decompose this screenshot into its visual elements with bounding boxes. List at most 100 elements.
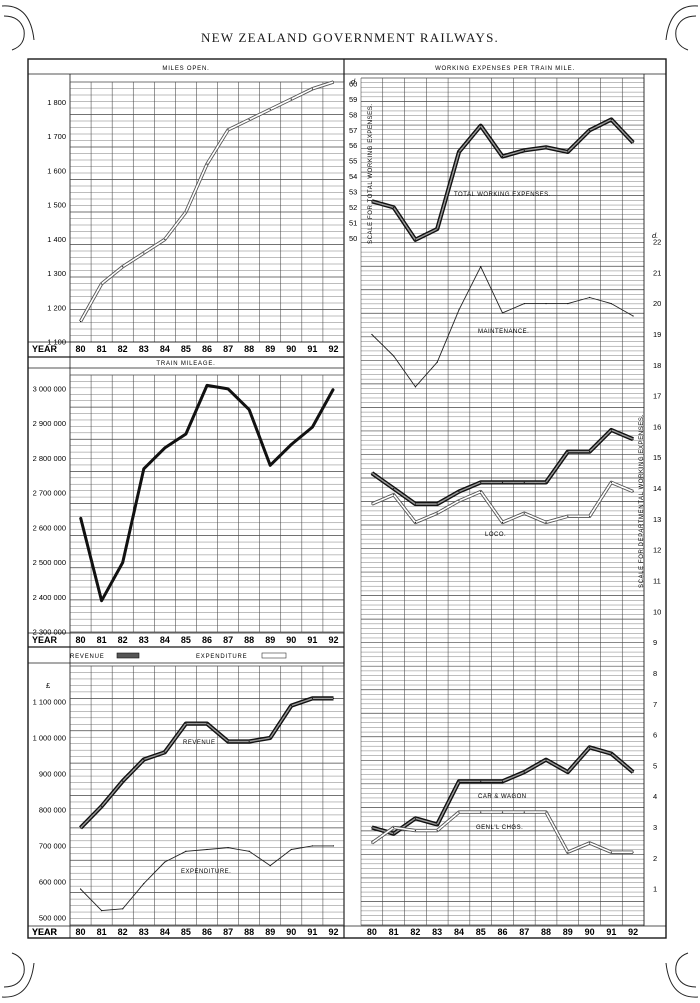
wepm-line-car-wagon-point-86 [501,780,504,782]
wepm-year-83: 83 [432,927,442,937]
wepm-line-maintenance-point-85 [480,266,482,268]
wepm-line-loco-lower-point-84 [458,500,460,502]
wepm-line-loco-point-92 [632,438,634,440]
wepm-line-total-working-expenses-point-80 [371,200,373,202]
wepm-line-genl-l-chgs-point-85 [480,811,482,813]
miles-open-line-point-90 [290,98,292,100]
train-mileage-year-83: 83 [139,635,149,645]
miles-open-year-89: 89 [265,344,275,354]
wepm-line-maintenance-point-90 [588,296,591,299]
train-mileage-tick-2600000: 2 600 000 [33,523,66,532]
wepm-left-tick-54: 54 [349,172,357,181]
train-mileage-year-81: 81 [97,635,107,645]
revenue-line-point-84 [164,751,166,753]
expenditure-line-point-83 [143,883,145,885]
miles-open-line-point-80 [79,320,82,323]
legend-revenue-swatch [116,652,140,659]
total-we-label: TOTAL WORKING EXPENSES. [454,192,551,198]
expenditure-line-point-92 [332,845,335,847]
revenue-year-85: 85 [181,927,191,937]
tick-labels: 1 100 1 200 1 300 1 400 1 500 1 600 1 700 1 800… [32,80,661,938]
wepm-line-total-working-expenses-point-89 [567,151,569,153]
wepm-line-loco-lower-point-86 [501,521,504,524]
train-mileage-line-point-83 [143,468,145,470]
miles-open-tick-1300: 1 300 [47,269,66,278]
revenue-year-89: 89 [265,927,275,937]
wepm-right-tick-20: 20 [653,299,661,308]
train-mileage-line-point-82 [122,561,124,564]
train-mileage-line-point-85 [185,433,187,435]
train-mileage-year-89: 89 [265,635,275,645]
train-mileage-year-90: 90 [286,635,296,645]
wepm-line-maintenance-point-88 [545,303,547,305]
wepm-line-car-wagon-point-88 [545,759,547,761]
wepm-left-tick-53: 53 [349,188,357,197]
train-mileage-line-point-91 [311,426,313,428]
wepm-line-maintenance-point-82 [414,386,417,388]
wepm-year-87: 87 [519,927,529,937]
wepm-line-loco [370,427,634,507]
train-mileage-year-88: 88 [244,635,254,645]
train-mileage-line-point-87 [227,388,229,390]
train-mileage-line-point-81 [101,600,103,602]
wepm-line-genl-l-chgs-point-89 [567,851,569,853]
wepm-line-loco-lower-point-91 [610,481,612,483]
expenditure-line-point-86 [206,848,208,851]
train-mileage-line-point-90 [290,443,292,446]
genl-label: GENL'L CHGS. [476,825,523,831]
wepm-line-loco-point-87 [523,481,525,483]
wepm-line-total-working-expenses-point-81 [393,206,395,209]
wepm-line-genl-l-chgs-point-90 [588,842,591,844]
wepm-right-tick-16: 16 [653,422,661,431]
wepm-line-maintenance-point-83 [436,361,438,363]
wepm-line-genl-l-chgs-point-84 [458,811,460,813]
miles-open-tick-1500: 1 500 [47,201,66,210]
revenue-line-point-82 [122,780,124,782]
wepm-left-tick-59: 59 [349,95,357,104]
wepm-right-tick-22: 22 [653,238,661,247]
miles-open-tick-1800: 1 800 [47,98,66,107]
miles-open-line-point-84 [164,238,166,240]
wepm-title: WORKING EXPENSES PER TRAIN MILE. [435,66,575,72]
wepm-line-car-wagon-point-91 [610,752,612,755]
miles-open-line-point-87 [227,129,229,131]
train-mileage-tick-2400000: 2 400 000 [33,593,66,602]
train-mileage-tick-3000000: 3 000 000 [33,384,66,393]
miles-open-year-84: 84 [160,344,170,354]
wepm-right-tick-8: 8 [653,669,657,678]
unit-right: d. [652,231,658,240]
wepm-line-loco-point-80 [371,472,373,474]
wepm-line-genl-l-chgs-point-87 [523,811,525,813]
page-title: NEW ZEALAND GOVERNMENT RAILWAYS. [201,30,499,45]
miles-open-line-point-82 [122,266,124,268]
revenue-year-88: 88 [244,927,254,937]
wepm-left-tick-51: 51 [349,218,357,227]
revenue-line-point-91 [311,697,313,699]
revenue-line-point-88 [248,740,250,743]
miles-open-year-80: 80 [76,344,86,354]
miles-open-year-91: 91 [307,344,317,354]
wepm-year-81: 81 [389,927,399,937]
expenditure-line-point-80 [79,888,82,890]
wepm-right-tick-7: 7 [653,700,657,709]
wepm-line-maintenance-point-84 [458,309,460,311]
miles-open-line-point-86 [206,163,208,165]
wepm-left-tick-60: 60 [349,80,357,89]
wepm-line-total-working-expenses-point-91 [610,118,612,121]
wepm-right-tick-18: 18 [653,361,661,370]
revenue-tick-1000000: 1 000 000 [33,733,66,742]
train-mileage-line-point-89 [269,464,271,466]
miles-open-tick-1600: 1 600 [47,166,66,175]
train-mileage-year-91: 91 [307,635,317,645]
wepm-line-total-working-expenses-point-82 [414,239,417,241]
train-mileage-line-point-86 [206,384,208,387]
revenue-year-87: 87 [223,927,233,937]
train-mileage-year-85: 85 [181,635,191,645]
wepm-left-tick-55: 55 [349,157,357,166]
wepm-line-loco-point-86 [501,481,504,483]
outer-frame [27,58,667,939]
expenditure-line [79,845,335,912]
wepm-year-84: 84 [454,927,464,937]
wepm-line-loco-point-81 [393,487,395,490]
miles-open-line-point-91 [311,88,313,90]
